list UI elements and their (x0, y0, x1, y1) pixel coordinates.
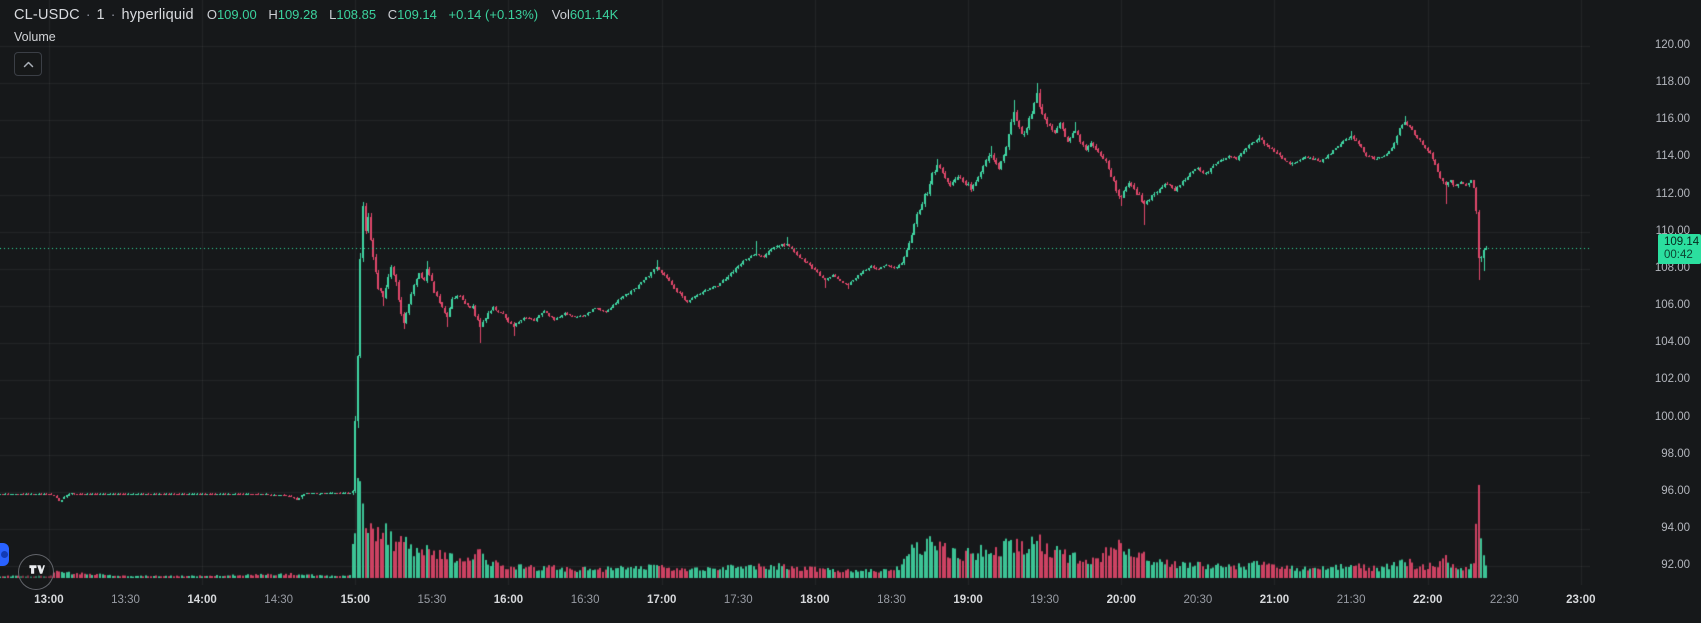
time-tick: 20:30 (1183, 594, 1213, 606)
volume-pane-label[interactable]: Volume (14, 30, 56, 44)
tv-logo-icon (28, 561, 45, 583)
symbol-name[interactable]: CL-USDC (14, 7, 80, 23)
time-tick: 23:00 (1566, 594, 1596, 606)
price-axis[interactable]: 109.14 00:42 120.00 118.00 116.00 114.00 112… (1590, 0, 1701, 585)
time-tick: 14:30 (264, 594, 294, 606)
time-axis[interactable]: 13:00 13:30 14:00 14:30 15:00 15:30 16:00 16:30… (0, 585, 1701, 623)
chart-legend: CL-USDC · 1 · hyperliquid O109.00 H109.2… (14, 6, 618, 76)
candlestick-chart-canvas[interactable] (0, 0, 1590, 585)
time-tick: 17:30 (723, 594, 753, 606)
time-tick: 15:30 (417, 594, 447, 606)
time-tick: 21:00 (1259, 594, 1290, 606)
time-tick: 20:00 (1106, 594, 1136, 606)
volume-value: 601.14K (569, 7, 619, 22)
time-tick: 16:00 (493, 594, 524, 606)
panel-toggle-icon (1, 551, 8, 558)
time-tick: 14:00 (187, 594, 217, 606)
price-tick: 94.00 (1661, 522, 1690, 535)
time-tick: 13:30 (111, 594, 140, 606)
price-tick: 104.00 (1654, 336, 1690, 349)
time-tick: 22:30 (1489, 594, 1519, 606)
price-tick: 114.00 (1655, 150, 1690, 163)
time-tick: 15:00 (340, 594, 370, 606)
price-tick: 92.00 (1661, 559, 1690, 572)
time-tick: 18:30 (877, 594, 906, 606)
symbol-header[interactable]: CL-USDC · 1 · hyperliquid O109.00 H109.2… (14, 6, 618, 23)
exchange-name[interactable]: hyperliquid (121, 7, 194, 23)
open-label: O (206, 7, 217, 22)
last-price-value: 109.14 (1664, 235, 1700, 248)
last-price-label[interactable]: 109.14 00:42 (1658, 233, 1701, 264)
side-panel-toggle[interactable] (0, 543, 9, 566)
volume-label: Vol (551, 7, 570, 22)
time-tick: 19:30 (1030, 594, 1060, 606)
high-label: H (268, 7, 278, 22)
time-tick: 13:00 (34, 594, 64, 606)
interval-value[interactable]: 1 (96, 7, 105, 23)
price-tick: 98.00 (1661, 447, 1690, 460)
time-tick: 21:30 (1336, 594, 1366, 606)
ohlc-readout: O109.00 H109.28 L108.85 C109.14 +0.14 (+… (207, 7, 618, 22)
time-tick: 18:00 (800, 594, 830, 606)
time-tick: 19:00 (953, 594, 983, 606)
price-tick: 106.00 (1654, 299, 1690, 312)
low-label: L (329, 7, 337, 22)
time-tick: 16:30 (570, 594, 600, 606)
chevron-up-icon (23, 61, 34, 68)
time-tick: 22:00 (1412, 594, 1443, 606)
close-value: 109.14 (397, 7, 437, 22)
price-tick: 96.00 (1661, 485, 1690, 498)
time-tick: 17:00 (646, 594, 677, 606)
change-value: +0.14 (+0.13%) (448, 7, 539, 22)
price-tick: 118.00 (1655, 75, 1690, 88)
collapse-pane-button[interactable] (14, 52, 42, 76)
tradingview-logo[interactable] (18, 554, 54, 590)
separator: · (110, 6, 116, 22)
low-value: 108.85 (336, 7, 377, 22)
price-tick: 120.00 (1654, 38, 1690, 51)
close-label: C (387, 7, 398, 22)
high-value: 109.28 (277, 7, 318, 22)
bar-countdown: 00:42 (1664, 248, 1693, 261)
open-value: 109.00 (216, 7, 257, 22)
price-tick: 102.00 (1654, 373, 1690, 386)
price-tick: 100.00 (1654, 410, 1690, 423)
price-tick: 116.00 (1655, 113, 1690, 126)
separator: · (85, 6, 91, 22)
price-tick: 112.00 (1655, 187, 1690, 200)
price-tick: 108.00 (1654, 261, 1690, 274)
